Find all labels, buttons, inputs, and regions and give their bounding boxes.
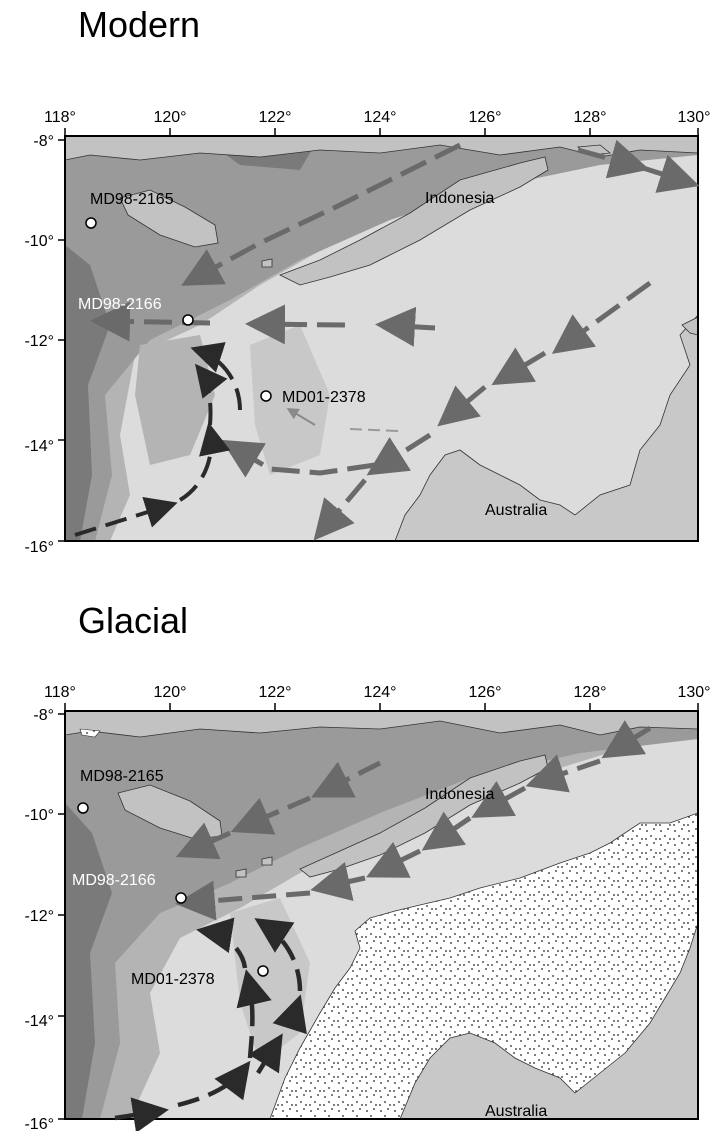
site-label-md98-2166: MD98-2166: [78, 296, 162, 313]
lon-label: 128°: [573, 109, 606, 126]
currents-black-glacial: [114, 917, 307, 1131]
panel-title-glacial: Glacial: [78, 600, 189, 641]
site-label-md98-2166: MD98-2166: [72, 872, 156, 889]
lat-label: -12°: [24, 908, 54, 925]
panel-title-modern: Modern: [78, 4, 201, 45]
lon-label: 130°: [677, 109, 710, 126]
site-label-md01-2378: MD01-2378: [282, 389, 366, 406]
current-weak-arrow-modern: [286, 407, 316, 426]
lat-label: -16°: [24, 1116, 54, 1131]
currents-gray-glacial: [175, 720, 652, 921]
map-glacial: 118° 120° 122° 124° 126° 128° 130° -8° -…: [24, 684, 711, 1131]
lat-ticks: [58, 139, 65, 542]
current-weak-modern: [349, 428, 399, 432]
lon-label: 126°: [468, 109, 501, 126]
lat-label: -14°: [24, 1013, 54, 1030]
lon-label: 118°: [44, 109, 76, 126]
map-frame: [64, 135, 699, 542]
site-label-md98-2165: MD98-2165: [90, 191, 174, 208]
site-marker-md98-2166: [175, 892, 187, 904]
lat-label: -14°: [24, 438, 54, 455]
site-label-md01-2378: MD01-2378: [131, 971, 215, 988]
lon-label: 128°: [573, 684, 606, 701]
site-marker-md01-2378: [257, 965, 269, 977]
site-label-md98-2165: MD98-2165: [80, 768, 164, 785]
label-indonesia: Indonesia: [425, 786, 494, 803]
lon-label: 124°: [363, 684, 396, 701]
lat-ticks: [58, 713, 65, 1120]
lon-label: 120°: [153, 684, 186, 701]
site-markers-modern: [85, 217, 272, 402]
site-marker-md98-2165: [85, 217, 97, 229]
map-modern: 118° 120° 122° 124° 126° 128° 130° -8° -…: [24, 109, 710, 556]
lon-label: 124°: [363, 109, 396, 126]
bathymetry-glacial: [65, 711, 698, 1119]
lon-label: 126°: [468, 684, 501, 701]
lon-label: 122°: [258, 109, 291, 126]
lon-label: 122°: [258, 684, 291, 701]
lon-ticks: [64, 128, 699, 136]
site-marker-md98-2165: [77, 802, 89, 814]
label-australia: Australia: [485, 502, 547, 519]
lon-label: 118°: [44, 684, 76, 701]
site-markers-glacial: [77, 802, 269, 977]
lat-label: -8°: [33, 707, 54, 724]
lon-label: 130°: [677, 684, 710, 701]
site-marker-md98-2166: [182, 314, 194, 326]
lon-label: 120°: [153, 109, 186, 126]
label-indonesia: Indonesia: [425, 190, 494, 207]
label-australia: Australia: [485, 1103, 547, 1120]
lat-label: -10°: [24, 233, 54, 250]
lat-label: -10°: [24, 807, 54, 824]
site-marker-md01-2378: [260, 390, 272, 402]
lon-ticks: [64, 703, 699, 711]
currents-black-modern: [74, 342, 242, 537]
lat-label: -12°: [24, 333, 54, 350]
lat-label: -8°: [33, 133, 54, 150]
lat-label: -16°: [24, 539, 54, 556]
